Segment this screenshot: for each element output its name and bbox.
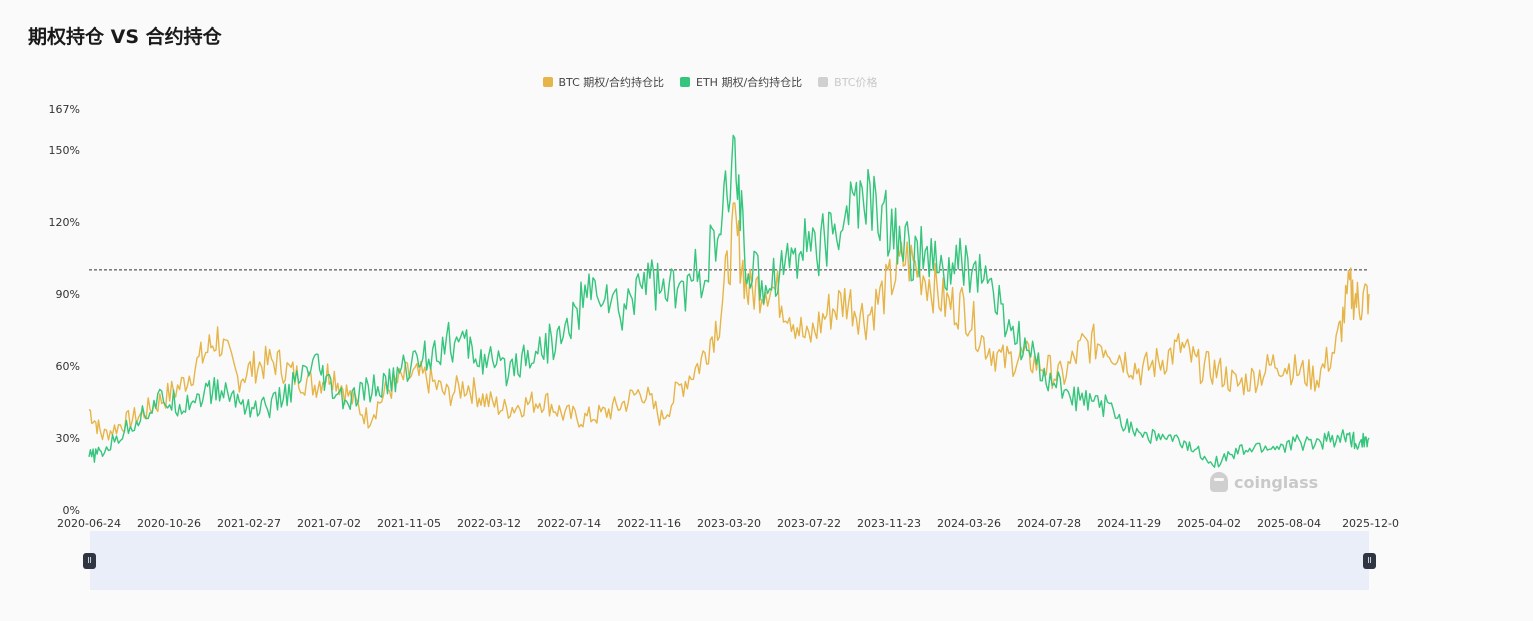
x-tick-label: 2025-08-04	[1257, 517, 1321, 530]
x-tick-label: 2025-04-02	[1177, 517, 1241, 530]
page-title: 期权持仓 VS 合约持仓	[28, 26, 222, 48]
x-tick-label: 2020-10-26	[137, 517, 201, 530]
y-tick-label: 0%	[63, 504, 80, 517]
zoom-handle-right[interactable]: ll	[1363, 553, 1376, 569]
x-tick-label: 2021-02-27	[217, 517, 281, 530]
legend-item-btc[interactable]: BTC 期权/合约持仓比	[542, 74, 665, 90]
x-tick-label: 2021-07-02	[297, 517, 361, 530]
legend-swatch-btc-price	[818, 77, 829, 87]
watermark-text: coinglass	[1234, 472, 1319, 492]
legend-item-eth[interactable]: ETH 期权/合约持仓比	[680, 74, 802, 90]
x-tick-label: 2024-07-28	[1017, 517, 1081, 530]
legend-label-eth: ETH 期权/合约持仓比	[696, 76, 803, 89]
zoom-handle-left[interactable]: ll	[83, 553, 96, 569]
legend-item-btc-price[interactable]: BTC价格	[818, 74, 877, 90]
legend-swatch-eth	[680, 77, 691, 87]
x-tick-label: 2021-11-05	[377, 517, 441, 530]
x-tick-label: 2022-03-12	[457, 517, 521, 530]
x-tick-label: 2023-11-23	[857, 517, 921, 530]
x-tick-label: 2023-07-22	[777, 517, 841, 530]
y-tick-label: 60%	[56, 360, 80, 373]
y-tick-label: 90%	[56, 288, 80, 301]
y-tick-label: 30%	[56, 432, 80, 445]
coinglass-logo-icon	[1210, 472, 1228, 492]
x-tick-label: 2023-03-20	[697, 517, 761, 530]
chart-legend: BTC 期权/合约持仓比 ETH 期权/合约持仓比 BTC价格	[0, 74, 1420, 90]
x-tick-label: 2020-06-24	[57, 517, 121, 530]
x-tick-label: 2024-11-29	[1097, 517, 1161, 530]
watermark: coinglass	[1210, 472, 1318, 492]
legend-label-btc: BTC 期权/合约持仓比	[558, 76, 665, 89]
x-tick-label: 2024-03-26	[937, 517, 1001, 530]
x-tick-label: 2025-12-0	[1342, 517, 1399, 530]
legend-swatch-btc	[542, 77, 553, 87]
x-tick-label: 2022-11-16	[617, 517, 681, 530]
y-tick-label: 120%	[49, 216, 80, 229]
legend-label-btc-price: BTC价格	[834, 76, 878, 89]
eth-series-line	[88, 134, 1370, 468]
x-tick-label: 2022-07-14	[537, 517, 601, 530]
zoom-slider[interactable]: ll ll	[83, 531, 1376, 590]
btc-series-line	[88, 202, 1370, 441]
y-tick-label: 167%	[49, 103, 80, 116]
y-tick-label: 150%	[49, 144, 80, 157]
